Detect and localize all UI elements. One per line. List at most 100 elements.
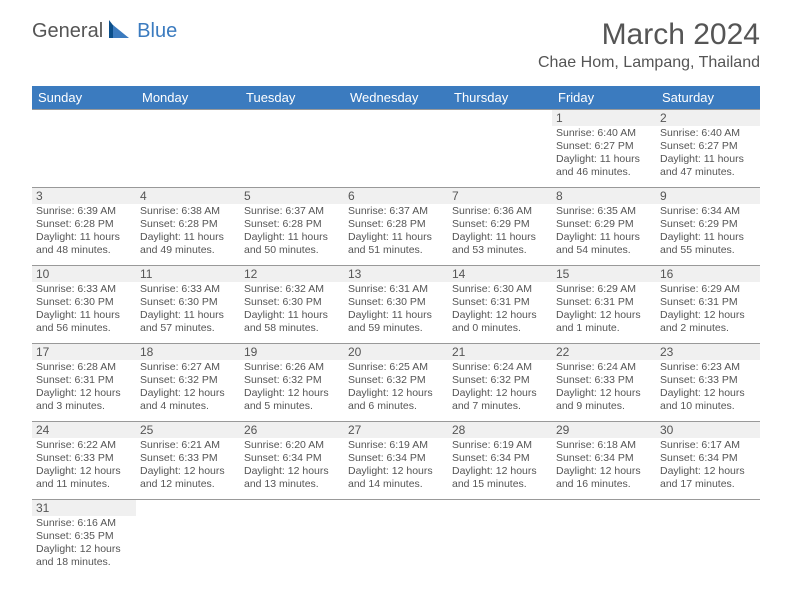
daylight-text: Daylight: 12 hours and 4 minutes.: [140, 387, 236, 413]
daylight-text: Daylight: 12 hours and 11 minutes.: [36, 465, 132, 491]
day-number: 7: [448, 188, 552, 204]
day-details: Sunrise: 6:30 AMSunset: 6:31 PMDaylight:…: [448, 282, 552, 339]
calendar-row: 10Sunrise: 6:33 AMSunset: 6:30 PMDayligh…: [32, 266, 760, 344]
day-number: 3: [32, 188, 136, 204]
day-number: 8: [552, 188, 656, 204]
sunset-text: Sunset: 6:30 PM: [140, 296, 236, 309]
day-details: Sunrise: 6:24 AMSunset: 6:33 PMDaylight:…: [552, 360, 656, 417]
sunrise-text: Sunrise: 6:33 AM: [36, 283, 132, 296]
sunset-text: Sunset: 6:28 PM: [244, 218, 340, 231]
title-block: March 2024 Chae Hom, Lampang, Thailand: [538, 18, 760, 72]
weekday-header: Thursday: [448, 86, 552, 110]
day-number: 28: [448, 422, 552, 438]
calendar-cell: [32, 110, 136, 188]
daylight-text: Daylight: 12 hours and 7 minutes.: [452, 387, 548, 413]
calendar-cell: 31Sunrise: 6:16 AMSunset: 6:35 PMDayligh…: [32, 500, 136, 578]
calendar-cell: 30Sunrise: 6:17 AMSunset: 6:34 PMDayligh…: [656, 422, 760, 500]
daylight-text: Daylight: 12 hours and 18 minutes.: [36, 543, 132, 569]
logo-text-blue: Blue: [137, 20, 177, 43]
day-details: Sunrise: 6:36 AMSunset: 6:29 PMDaylight:…: [448, 204, 552, 261]
calendar-cell: 3Sunrise: 6:39 AMSunset: 6:28 PMDaylight…: [32, 188, 136, 266]
sunset-text: Sunset: 6:31 PM: [36, 374, 132, 387]
sunset-text: Sunset: 6:27 PM: [660, 140, 756, 153]
logo-sail-icon: [107, 18, 133, 45]
day-number: 29: [552, 422, 656, 438]
calendar-cell: 20Sunrise: 6:25 AMSunset: 6:32 PMDayligh…: [344, 344, 448, 422]
logo: General Blue: [32, 18, 177, 45]
calendar-cell: 26Sunrise: 6:20 AMSunset: 6:34 PMDayligh…: [240, 422, 344, 500]
day-details: Sunrise: 6:19 AMSunset: 6:34 PMDaylight:…: [344, 438, 448, 495]
calendar-table: SundayMondayTuesdayWednesdayThursdayFrid…: [32, 86, 760, 578]
calendar-cell: [552, 500, 656, 578]
calendar-row: 31Sunrise: 6:16 AMSunset: 6:35 PMDayligh…: [32, 500, 760, 578]
location-text: Chae Hom, Lampang, Thailand: [538, 54, 760, 72]
day-details: Sunrise: 6:37 AMSunset: 6:28 PMDaylight:…: [240, 204, 344, 261]
sunrise-text: Sunrise: 6:22 AM: [36, 439, 132, 452]
sunrise-text: Sunrise: 6:19 AM: [348, 439, 444, 452]
sunset-text: Sunset: 6:34 PM: [244, 452, 340, 465]
day-details: Sunrise: 6:37 AMSunset: 6:28 PMDaylight:…: [344, 204, 448, 261]
calendar-cell: 16Sunrise: 6:29 AMSunset: 6:31 PMDayligh…: [656, 266, 760, 344]
calendar-cell: 21Sunrise: 6:24 AMSunset: 6:32 PMDayligh…: [448, 344, 552, 422]
calendar-cell: 17Sunrise: 6:28 AMSunset: 6:31 PMDayligh…: [32, 344, 136, 422]
calendar-cell: [136, 110, 240, 188]
day-number: 18: [136, 344, 240, 360]
sunset-text: Sunset: 6:32 PM: [244, 374, 340, 387]
sunset-text: Sunset: 6:28 PM: [140, 218, 236, 231]
header: General Blue March 2024 Chae Hom, Lampan…: [0, 0, 792, 78]
calendar-cell: [344, 500, 448, 578]
day-details: Sunrise: 6:33 AMSunset: 6:30 PMDaylight:…: [32, 282, 136, 339]
sunset-text: Sunset: 6:29 PM: [452, 218, 548, 231]
sunset-text: Sunset: 6:34 PM: [660, 452, 756, 465]
calendar-cell: 18Sunrise: 6:27 AMSunset: 6:32 PMDayligh…: [136, 344, 240, 422]
sunrise-text: Sunrise: 6:25 AM: [348, 361, 444, 374]
sunrise-text: Sunrise: 6:24 AM: [556, 361, 652, 374]
day-details: Sunrise: 6:18 AMSunset: 6:34 PMDaylight:…: [552, 438, 656, 495]
sunrise-text: Sunrise: 6:33 AM: [140, 283, 236, 296]
sunset-text: Sunset: 6:34 PM: [348, 452, 444, 465]
day-number: 13: [344, 266, 448, 282]
sunrise-text: Sunrise: 6:23 AM: [660, 361, 756, 374]
sunset-text: Sunset: 6:29 PM: [660, 218, 756, 231]
day-details: Sunrise: 6:38 AMSunset: 6:28 PMDaylight:…: [136, 204, 240, 261]
daylight-text: Daylight: 11 hours and 46 minutes.: [556, 153, 652, 179]
day-number: 14: [448, 266, 552, 282]
daylight-text: Daylight: 11 hours and 54 minutes.: [556, 231, 652, 257]
day-number: 17: [32, 344, 136, 360]
day-number: 31: [32, 500, 136, 516]
day-details: Sunrise: 6:17 AMSunset: 6:34 PMDaylight:…: [656, 438, 760, 495]
sunset-text: Sunset: 6:33 PM: [140, 452, 236, 465]
calendar-cell: [240, 500, 344, 578]
logo-text-general: General: [32, 20, 103, 43]
daylight-text: Daylight: 11 hours and 56 minutes.: [36, 309, 132, 335]
day-number: 21: [448, 344, 552, 360]
calendar-cell: [240, 110, 344, 188]
calendar-cell: 24Sunrise: 6:22 AMSunset: 6:33 PMDayligh…: [32, 422, 136, 500]
sunrise-text: Sunrise: 6:29 AM: [556, 283, 652, 296]
daylight-text: Daylight: 11 hours and 55 minutes.: [660, 231, 756, 257]
sunset-text: Sunset: 6:29 PM: [556, 218, 652, 231]
sunrise-text: Sunrise: 6:37 AM: [244, 205, 340, 218]
weekday-header: Tuesday: [240, 86, 344, 110]
day-number: 2: [656, 110, 760, 126]
calendar-row: 24Sunrise: 6:22 AMSunset: 6:33 PMDayligh…: [32, 422, 760, 500]
daylight-text: Daylight: 12 hours and 10 minutes.: [660, 387, 756, 413]
day-details: Sunrise: 6:22 AMSunset: 6:33 PMDaylight:…: [32, 438, 136, 495]
sunset-text: Sunset: 6:35 PM: [36, 530, 132, 543]
day-details: Sunrise: 6:21 AMSunset: 6:33 PMDaylight:…: [136, 438, 240, 495]
calendar-cell: [136, 500, 240, 578]
calendar-cell: 13Sunrise: 6:31 AMSunset: 6:30 PMDayligh…: [344, 266, 448, 344]
calendar-cell: 14Sunrise: 6:30 AMSunset: 6:31 PMDayligh…: [448, 266, 552, 344]
day-details: Sunrise: 6:19 AMSunset: 6:34 PMDaylight:…: [448, 438, 552, 495]
day-number: 24: [32, 422, 136, 438]
day-details: Sunrise: 6:31 AMSunset: 6:30 PMDaylight:…: [344, 282, 448, 339]
daylight-text: Daylight: 11 hours and 50 minutes.: [244, 231, 340, 257]
calendar-cell: 4Sunrise: 6:38 AMSunset: 6:28 PMDaylight…: [136, 188, 240, 266]
sunrise-text: Sunrise: 6:29 AM: [660, 283, 756, 296]
sunset-text: Sunset: 6:31 PM: [556, 296, 652, 309]
daylight-text: Daylight: 12 hours and 14 minutes.: [348, 465, 444, 491]
sunrise-text: Sunrise: 6:21 AM: [140, 439, 236, 452]
weekday-header: Saturday: [656, 86, 760, 110]
sunset-text: Sunset: 6:30 PM: [348, 296, 444, 309]
sunset-text: Sunset: 6:34 PM: [556, 452, 652, 465]
